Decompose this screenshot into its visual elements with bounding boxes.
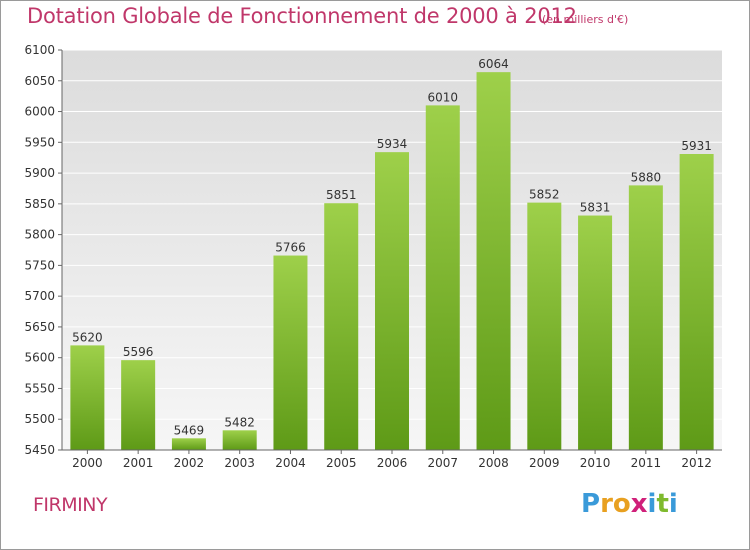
x-tick-label: 2007	[427, 456, 458, 470]
bar	[70, 345, 105, 450]
x-tick-label: 2002	[174, 456, 205, 470]
bar	[121, 360, 156, 450]
x-tick-label: 2011	[631, 456, 662, 470]
x-tick-label: 2003	[224, 456, 255, 470]
bar	[527, 202, 562, 450]
bar	[578, 215, 613, 450]
y-tick-label: 5500	[24, 412, 55, 426]
logo-letter: t	[656, 489, 669, 519]
bar	[628, 185, 663, 450]
x-tick-label: 2010	[580, 456, 611, 470]
y-tick-label: 5600	[24, 351, 55, 365]
logo-letter: i	[647, 489, 657, 519]
logo-letter: x	[630, 489, 648, 519]
proxiti-logo[interactable]: Proxiti	[581, 489, 678, 519]
y-tick-label: 6050	[24, 74, 55, 88]
x-tick-label: 2001	[123, 456, 154, 470]
y-tick-label: 5550	[24, 381, 55, 395]
y-tick-label: 6100	[24, 43, 55, 57]
bar	[324, 203, 359, 450]
y-tick-label: 5900	[24, 166, 55, 180]
y-tick-label: 5850	[24, 197, 55, 211]
x-tick-label: 2012	[681, 456, 712, 470]
bar-value-label: 5831	[580, 201, 611, 215]
x-tick-label: 2009	[529, 456, 560, 470]
x-tick-label: 2008	[478, 456, 509, 470]
y-tick-label: 5650	[24, 320, 55, 334]
bar	[476, 72, 511, 451]
y-tick-label: 6000	[24, 105, 55, 119]
y-tick-label: 5750	[24, 258, 55, 272]
y-tick-label: 5700	[24, 289, 55, 303]
x-tick-label: 2006	[377, 456, 408, 470]
bar-value-label: 5934	[377, 137, 408, 151]
bar-value-label: 5931	[681, 139, 712, 153]
bar	[171, 438, 206, 450]
bar	[222, 430, 257, 450]
logo-letter: r	[600, 489, 613, 519]
logo-letter: i	[668, 489, 678, 519]
logo-letter: o	[612, 489, 631, 519]
bar-value-label: 5469	[174, 423, 205, 437]
bar-value-label: 5766	[275, 241, 306, 255]
chart-title: Dotation Globale de Fonctionnement de 20…	[27, 4, 577, 28]
bar	[273, 255, 308, 450]
bar-value-label: 6064	[478, 57, 509, 71]
bar-value-label: 5852	[529, 188, 560, 202]
bar-value-label: 5851	[326, 188, 357, 202]
bar	[425, 105, 460, 450]
x-tick-label: 2004	[275, 456, 306, 470]
x-tick-label: 2005	[326, 456, 357, 470]
bar-value-label: 5596	[123, 345, 154, 359]
bar	[679, 154, 714, 450]
bar-value-label: 5880	[631, 170, 662, 184]
y-tick-label: 5800	[24, 228, 55, 242]
x-tick-label: 2000	[72, 456, 103, 470]
commune-name: FIRMINY	[33, 494, 108, 516]
bar-value-label: 6010	[427, 90, 458, 104]
logo-letter: P	[581, 489, 601, 519]
y-tick-label: 5450	[24, 443, 55, 457]
unit-note: (en milliers d'€)	[542, 13, 629, 26]
bar-value-label: 5482	[224, 415, 255, 429]
y-tick-label: 5950	[24, 135, 55, 149]
bar	[375, 152, 409, 450]
bar-value-label: 5620	[72, 330, 103, 344]
